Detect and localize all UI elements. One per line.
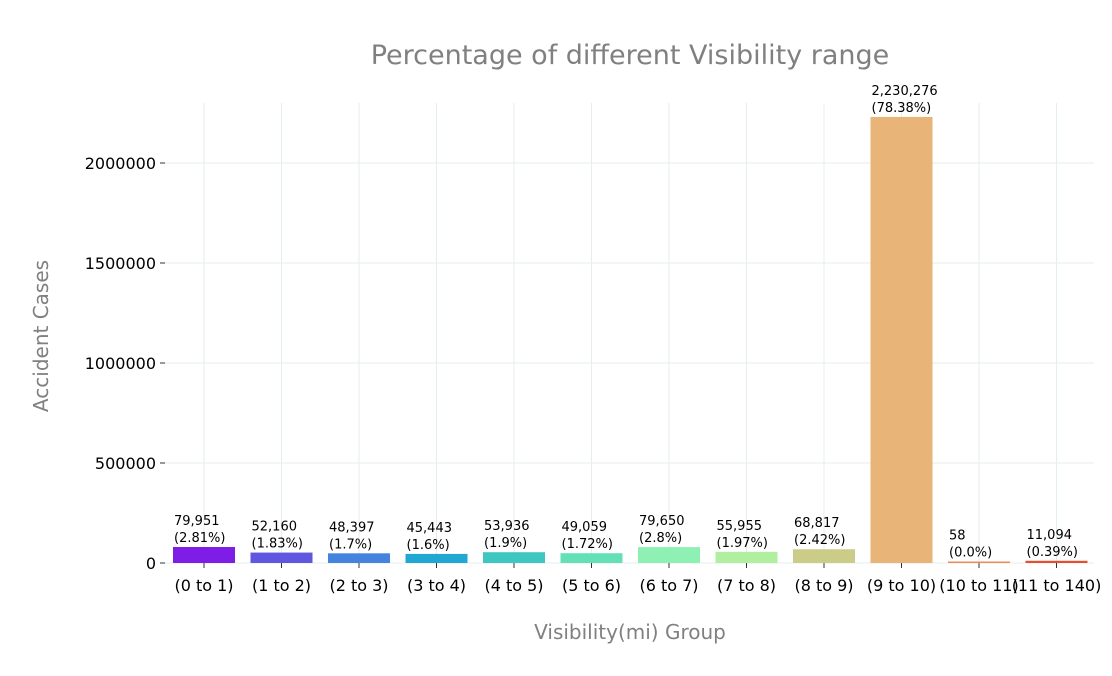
bar (1025, 560, 1088, 563)
bar-percent-label: (1.83%) (252, 537, 303, 552)
bar-value-label: 53,936 (484, 519, 530, 534)
bar (173, 547, 235, 563)
y-axis-ticks: 0 500000 1000000 1500000 2000000 (85, 154, 165, 573)
bar-percent-label: (2.42%) (794, 533, 845, 548)
bar-percent-label: (1.7%) (329, 537, 372, 552)
x-tick-label: (6 to 7) (639, 576, 698, 595)
grid (165, 103, 1094, 564)
bar (560, 553, 623, 563)
y-tick-label: 1500000 (85, 254, 156, 273)
bar (715, 551, 778, 563)
bar-value-label: 79,650 (639, 514, 685, 529)
bar-value-label: 58 (949, 529, 966, 544)
y-tick-label: 0 (146, 554, 156, 573)
x-tick-label: (5 to 6) (562, 576, 621, 595)
x-tick-label: (1 to 2) (252, 576, 311, 595)
y-tick-label: 500000 (95, 454, 156, 473)
x-axis-title: Visibility(mi) Group (534, 620, 726, 644)
x-tick-label: (8 to 9) (794, 576, 853, 595)
x-tick-label: (10 to 11) (939, 576, 1018, 595)
chart-title: Percentage of different Visibility range (371, 40, 890, 71)
bar-percent-label: (2.81%) (174, 531, 225, 546)
bar (793, 549, 855, 563)
bar-value-label: 45,443 (407, 521, 453, 536)
bar-value-label: 79,951 (174, 514, 220, 529)
bar-value-label: 52,160 (252, 520, 298, 535)
x-tick-label: (4 to 5) (484, 576, 543, 595)
bar (870, 116, 933, 564)
bar (405, 553, 468, 563)
bar-percent-label: (1.6%) (407, 538, 450, 553)
bar-percent-label: (2.8%) (639, 531, 682, 546)
x-tick-label: (0 to 1) (174, 576, 233, 595)
y-tick-label: 2000000 (85, 154, 156, 173)
bar-percent-label: (0.39%) (1027, 545, 1078, 560)
bar-percent-label: (0.0%) (949, 546, 992, 561)
y-tick-label: 1000000 (85, 354, 156, 373)
x-tick-label: (2 to 3) (329, 576, 388, 595)
bar (250, 552, 313, 563)
y-axis-title: Accident Cases (29, 260, 53, 412)
x-tick-label: (11 to 140) (1012, 576, 1102, 595)
bar-value-label: 11,094 (1027, 528, 1073, 543)
bar-value-label: 49,059 (562, 520, 608, 535)
bar (638, 547, 700, 563)
bar-percent-label: (1.97%) (717, 536, 768, 551)
bar-percent-label: (1.72%) (562, 537, 613, 552)
bar (483, 552, 545, 563)
data-labels: 79,951 (2.81%) 52,160 (1.83%) 48,397 (1.7%) 45… (174, 84, 1078, 561)
bar-value-label: 68,817 (794, 516, 840, 531)
bar-percent-label: (78.38%) (872, 101, 932, 116)
bar (328, 553, 390, 563)
bar (948, 561, 1010, 563)
bar-value-label: 55,955 (717, 519, 763, 534)
bar-value-label: 48,397 (329, 520, 375, 535)
x-tick-label: (7 to 8) (717, 576, 776, 595)
bar-percent-label: (1.9%) (484, 536, 527, 551)
bars (173, 116, 1088, 564)
x-tick-label: (3 to 4) (407, 576, 466, 595)
x-axis-ticks: (0 to 1) (1 to 2) (2 to 3) (3 to 4) (4 to 5)… (174, 563, 1101, 595)
x-tick-label: (9 to 10) (867, 576, 936, 595)
bar-value-label: 2,230,276 (872, 84, 938, 99)
